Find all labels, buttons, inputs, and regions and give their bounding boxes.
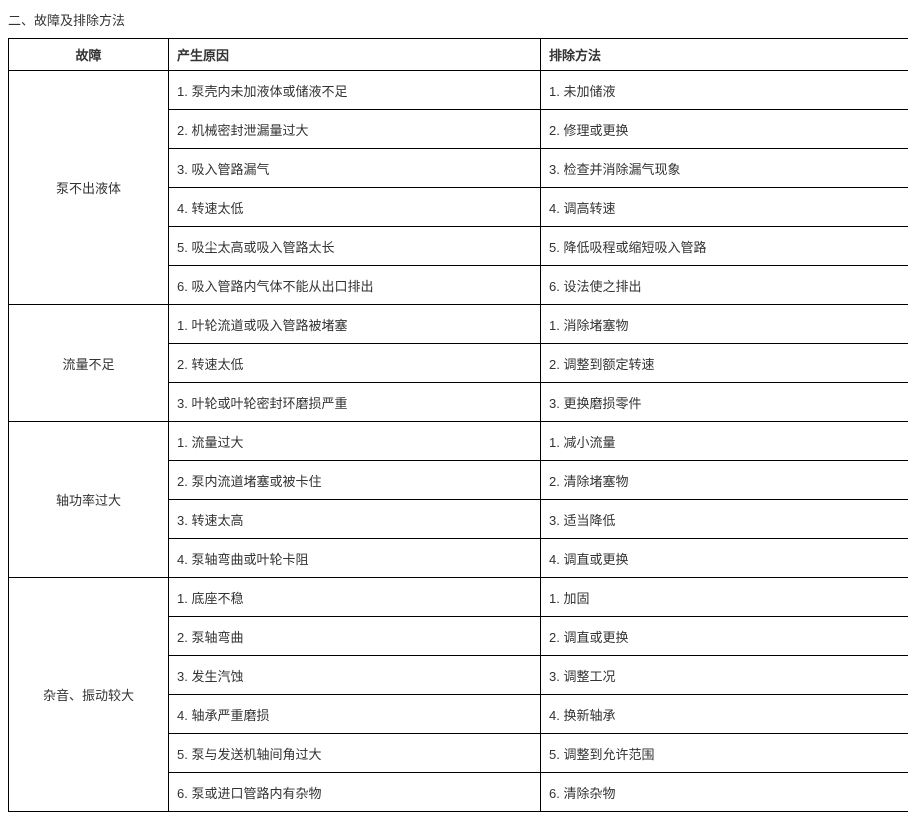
fault-remedy-table: 故障 产生原因 排除方法 泵不出液体 1. 泵壳内未加液体或储液不足 1. 未加… <box>8 38 908 812</box>
remedy-cell: 2. 调直或更换 <box>540 616 908 656</box>
fault-cell: 轴功率过大 <box>8 421 169 578</box>
cause-cell: 3. 转速太高 <box>168 499 541 539</box>
cause-cell: 6. 吸入管路内气体不能从出口排出 <box>168 265 541 305</box>
table-row: 3. 转速太高 3. 适当降低 <box>9 499 908 539</box>
table-row: 3. 发生汽蚀 3. 调整工况 <box>9 655 908 695</box>
header-fault: 故障 <box>8 38 169 71</box>
cause-cell: 1. 叶轮流道或吸入管路被堵塞 <box>168 304 541 344</box>
table-row: 2. 泵内流道堵塞或被卡住 2. 清除堵塞物 <box>9 460 908 500</box>
remedy-cell: 1. 消除堵塞物 <box>540 304 908 344</box>
remedy-cell: 3. 调整工况 <box>540 655 908 695</box>
table-row: 3. 叶轮或叶轮密封环磨损严重 3. 更换磨损零件 <box>9 382 908 422</box>
remedy-cell: 5. 调整到允许范围 <box>540 733 908 773</box>
cause-cell: 4. 轴承严重磨损 <box>168 694 541 734</box>
cause-cell: 2. 泵内流道堵塞或被卡住 <box>168 460 541 500</box>
table-row: 6. 吸入管路内气体不能从出口排出 6. 设法使之排出 <box>9 265 908 305</box>
cause-cell: 5. 吸尘太高或吸入管路太长 <box>168 226 541 266</box>
cause-cell: 3. 发生汽蚀 <box>168 655 541 695</box>
table-row: 2. 机械密封泄漏量过大 2. 修理或更换 <box>9 109 908 149</box>
table-row: 杂音、振动较大 1. 底座不稳 1. 加固 <box>8 577 908 812</box>
fault-cell: 杂音、振动较大 <box>8 577 169 812</box>
table-row: 4. 转速太低 4. 调高转速 <box>9 187 908 227</box>
remedy-cell: 3. 检查并消除漏气现象 <box>540 148 908 188</box>
header-cause: 产生原因 <box>168 38 541 71</box>
table-row: 轴功率过大 1. 流量过大 1. 减小流量 <box>8 421 908 578</box>
remedy-cell: 6. 清除杂物 <box>540 772 908 812</box>
remedy-cell: 1. 减小流量 <box>540 421 908 461</box>
cause-cell: 6. 泵或进口管路内有杂物 <box>168 772 541 812</box>
cause-cell: 1. 底座不稳 <box>168 577 541 617</box>
cause-cell: 2. 泵轴弯曲 <box>168 616 541 656</box>
table-row: 4. 轴承严重磨损 4. 换新轴承 <box>9 694 908 734</box>
remedy-cell: 2. 修理或更换 <box>540 109 908 149</box>
fault-cell: 流量不足 <box>8 304 169 422</box>
fault-cell: 泵不出液体 <box>8 70 169 305</box>
remedy-cell: 6. 设法使之排出 <box>540 265 908 305</box>
cause-cell: 3. 吸入管路漏气 <box>168 148 541 188</box>
cause-cell: 4. 泵轴弯曲或叶轮卡阻 <box>168 538 541 578</box>
remedy-cell: 1. 加固 <box>540 577 908 617</box>
remedy-cell: 4. 换新轴承 <box>540 694 908 734</box>
remedy-cell: 3. 更换磨损零件 <box>540 382 908 422</box>
cause-cell: 2. 机械密封泄漏量过大 <box>168 109 541 149</box>
cause-cell: 1. 泵壳内未加液体或储液不足 <box>168 70 541 110</box>
table-row: 2. 泵轴弯曲 2. 调直或更换 <box>9 616 908 656</box>
cause-cell: 2. 转速太低 <box>168 343 541 383</box>
remedy-cell: 4. 调直或更换 <box>540 538 908 578</box>
table-row: 5. 泵与发送机轴间角过大 5. 调整到允许范围 <box>9 733 908 773</box>
cause-cell: 3. 叶轮或叶轮密封环磨损严重 <box>168 382 541 422</box>
cause-cell: 1. 流量过大 <box>168 421 541 461</box>
header-remedy: 排除方法 <box>540 38 908 71</box>
remedy-cell: 3. 适当降低 <box>540 499 908 539</box>
table-header-row: 故障 产生原因 排除方法 <box>8 38 908 71</box>
remedy-cell: 1. 未加储液 <box>540 70 908 110</box>
cause-cell: 5. 泵与发送机轴间角过大 <box>168 733 541 773</box>
table-row: 6. 泵或进口管路内有杂物 6. 清除杂物 <box>9 772 908 812</box>
remedy-cell: 2. 清除堵塞物 <box>540 460 908 500</box>
table-row: 泵不出液体 1. 泵壳内未加液体或储液不足 1. 未加储液 <box>8 70 908 305</box>
table-row: 流量不足 1. 叶轮流道或吸入管路被堵塞 1. 消除堵塞物 <box>8 304 908 422</box>
page-title: 二、故障及排除方法 <box>8 13 126 28</box>
remedy-cell: 5. 降低吸程或缩短吸入管路 <box>540 226 908 266</box>
remedy-cell: 2. 调整到额定转速 <box>540 343 908 383</box>
cause-cell: 4. 转速太低 <box>168 187 541 227</box>
table-row: 5. 吸尘太高或吸入管路太长 5. 降低吸程或缩短吸入管路 <box>9 226 908 266</box>
remedy-cell: 4. 调高转速 <box>540 187 908 227</box>
table-row: 3. 吸入管路漏气 3. 检查并消除漏气现象 <box>9 148 908 188</box>
table-row: 2. 转速太低 2. 调整到额定转速 <box>9 343 908 383</box>
table-row: 4. 泵轴弯曲或叶轮卡阻 4. 调直或更换 <box>9 538 908 578</box>
